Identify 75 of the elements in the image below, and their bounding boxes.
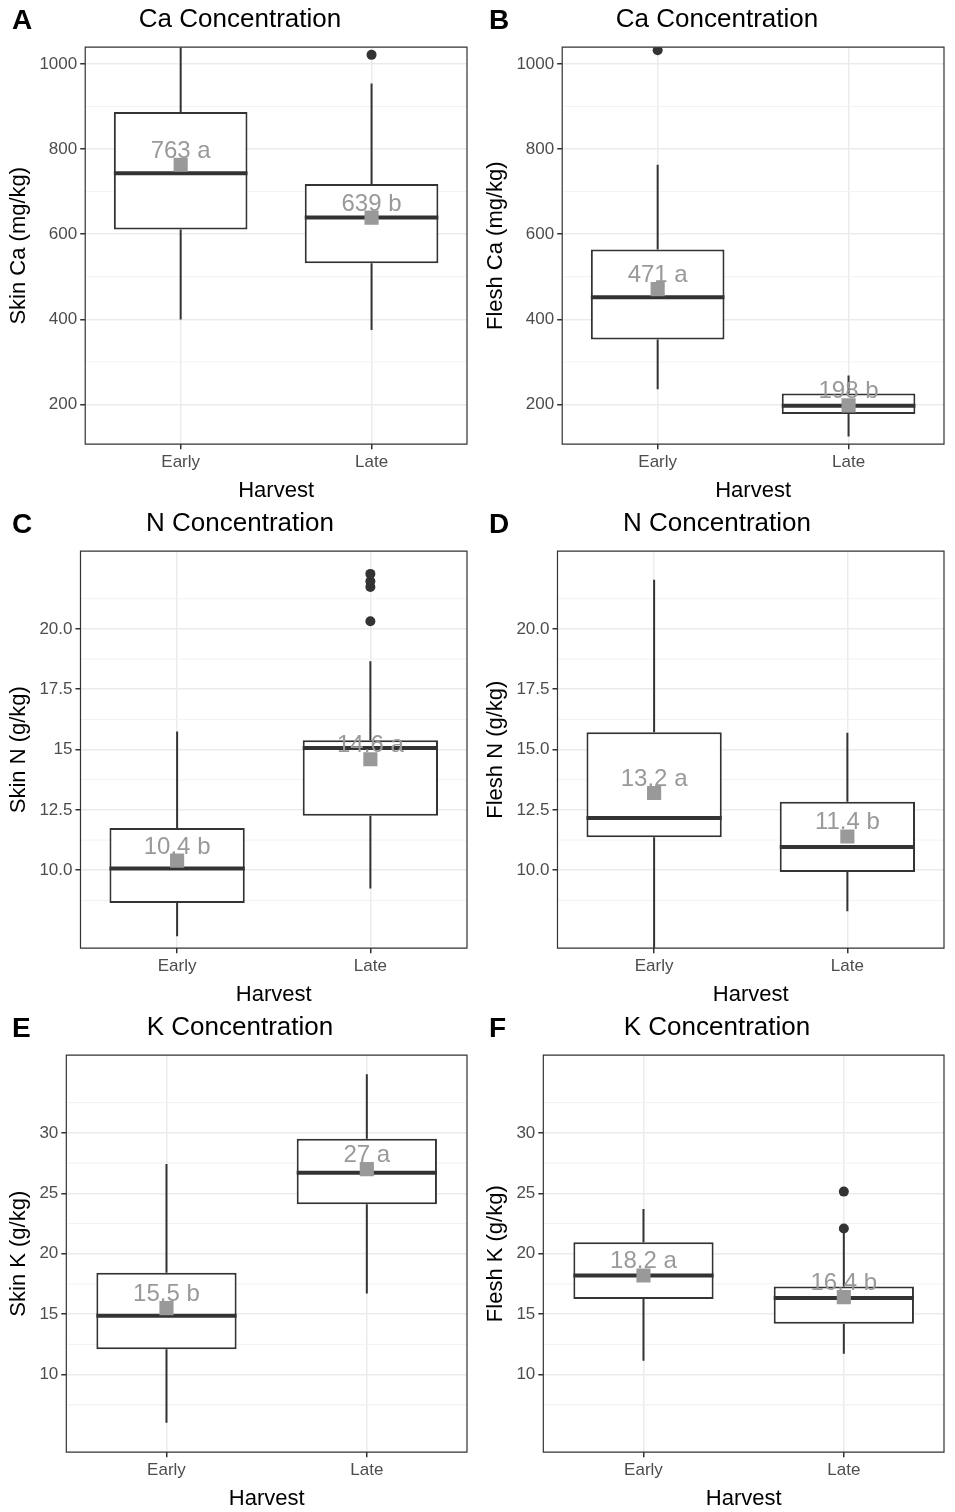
- y-tick-label: 20: [516, 1243, 536, 1263]
- y-tick-label: 200: [48, 394, 78, 414]
- y-tick-label: 30: [516, 1122, 536, 1142]
- x-tick-label: Late: [830, 956, 864, 976]
- x-tick-label: Early: [147, 1460, 187, 1480]
- y-tick-label: 15: [516, 1303, 536, 1323]
- x-tick-label: Early: [157, 956, 197, 976]
- text: 639 b: [341, 188, 402, 216]
- y-tick-label: 800: [48, 138, 78, 158]
- y-tick-label: 800: [525, 138, 555, 158]
- y-axis-title: Flesh K (g/kg): [482, 1185, 508, 1323]
- x-tick-label: Late: [350, 1460, 384, 1480]
- x-tick-label: Late: [832, 452, 866, 472]
- text: B: [489, 4, 510, 36]
- x-tick-label: Early: [161, 452, 201, 472]
- y-tick-label: 10: [39, 1364, 59, 1384]
- y-tick-label: 15: [39, 1303, 59, 1323]
- x-axis-title: Harvest: [238, 476, 315, 502]
- y-tick-label: 20: [39, 1243, 59, 1263]
- x-axis-title: Harvest: [705, 1484, 782, 1510]
- text: 763 a: [150, 135, 211, 163]
- text: E: [12, 1012, 31, 1044]
- y-axis-title: Skin Ca (mg/kg): [5, 166, 31, 325]
- x-tick-label: Late: [353, 956, 387, 976]
- text: 15.5 b: [133, 1279, 200, 1307]
- text: A: [12, 4, 33, 36]
- x-axis-title: Harvest: [712, 980, 789, 1006]
- y-tick-label: 12.5: [516, 799, 550, 819]
- x-axis-title: Harvest: [715, 476, 792, 502]
- text: 471 a: [627, 260, 688, 288]
- y-tick-label: 400: [525, 309, 555, 329]
- y-tick-label: 10: [516, 1364, 536, 1384]
- y-tick-label: 1000: [516, 53, 555, 73]
- y-tick-label: 10.0: [39, 859, 73, 879]
- y-axis-title: Flesh N (g/kg): [482, 680, 508, 819]
- text: 27 a: [343, 1140, 391, 1168]
- x-axis-title: Harvest: [235, 980, 312, 1006]
- x-tick-label: Early: [634, 956, 674, 976]
- text: 13.2 a: [620, 764, 688, 792]
- y-tick-label: 20.0: [516, 618, 550, 638]
- x-tick-label: Late: [827, 1460, 861, 1480]
- x-tick-label: Early: [638, 452, 678, 472]
- x-tick-label: Late: [355, 452, 389, 472]
- y-tick-label: 17.5: [39, 678, 73, 698]
- x-axis-title: Harvest: [228, 1484, 305, 1510]
- y-tick-label: 30: [39, 1122, 59, 1142]
- y-tick-label: 600: [48, 223, 78, 243]
- y-tick-label: 200: [525, 394, 555, 414]
- chart-title: Ca Concentration: [615, 2, 819, 33]
- text: F: [489, 1012, 507, 1044]
- y-tick-label: 25: [516, 1182, 536, 1202]
- y-tick-label: 15: [53, 739, 73, 759]
- y-tick-label: 15.0: [516, 739, 550, 759]
- text: D: [489, 508, 510, 540]
- text: 18.2 a: [610, 1246, 677, 1274]
- y-tick-label: 12.5: [39, 799, 73, 819]
- y-tick-label: 20.0: [39, 618, 73, 638]
- y-tick-label: 17.5: [516, 678, 550, 698]
- y-tick-label: 600: [525, 223, 555, 243]
- y-axis-title: Skin N (g/kg): [5, 686, 31, 814]
- y-axis-title: Flesh Ca (mg/kg): [482, 161, 508, 331]
- text: C: [12, 508, 33, 540]
- y-tick-label: 1000: [39, 53, 78, 73]
- y-tick-label: 25: [39, 1182, 59, 1202]
- y-tick-label: 400: [48, 309, 78, 329]
- y-tick-label: 10.0: [516, 859, 550, 879]
- x-tick-label: Early: [624, 1460, 664, 1480]
- text: 11.4 b: [814, 807, 880, 835]
- chart-title: K Concentration: [146, 1010, 334, 1041]
- text: 10.4 b: [143, 831, 211, 859]
- chart-title: K Concentration: [623, 1010, 811, 1041]
- chart-title: N Concentration: [623, 506, 811, 537]
- y-axis-title: Skin K (g/kg): [5, 1190, 31, 1317]
- chart-title: N Concentration: [146, 506, 334, 537]
- chart-title: Ca Concentration: [138, 2, 342, 33]
